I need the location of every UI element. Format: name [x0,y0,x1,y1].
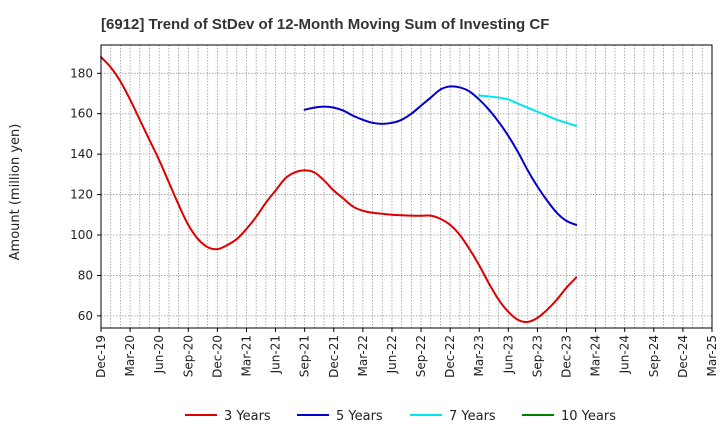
y-tick-label: 100 [70,228,93,242]
x-tick-label: Mar-21 [239,335,253,376]
x-tick-label: Dec-23 [560,335,574,378]
x-tick-label: Jun-20 [152,335,166,374]
x-tick-label: Dec-24 [676,335,690,378]
y-tick-label: 180 [70,66,93,80]
y-tick-label: 60 [78,309,93,323]
x-axis: Dec-19 Mar-20 Jun-20 Sep-20 Dec-20 Mar-21 Jun-… [94,328,719,378]
legend-label-3: 10 Years [561,409,616,424]
x-tick-label: Mar-20 [123,335,137,376]
x-tick-label: Sep-20 [181,335,195,377]
series-line-2 [478,94,578,127]
x-tick-label: Mar-25 [705,335,719,376]
x-tick-label: Dec-19 [94,335,108,378]
x-tick-label: Sep-23 [530,335,544,377]
y-tick-label: 80 [78,268,93,282]
x-tick-label: Dec-20 [210,335,224,378]
x-tick-label: Sep-21 [298,335,312,377]
x-tick-label: Sep-22 [414,335,428,377]
series-line-1 [303,85,578,226]
x-tick-label: Dec-21 [327,335,341,378]
series-line-0 [100,56,578,324]
y-axis-label: Amount (million yen) [8,124,23,261]
y-tick-label: 140 [70,147,93,161]
legend-label-2: 7 Years [449,409,496,424]
x-tick-label: Mar-22 [356,335,370,376]
y-axis: 60 80 100 120 140 160 180 [70,66,101,323]
x-tick-label: Jun-24 [618,335,632,374]
x-tick-label: Sep-24 [647,335,661,377]
x-tick-label: Mar-24 [589,335,603,376]
x-tick-label: Dec-22 [443,335,457,378]
legend: 3 Years 5 Years 7 Years 10 Years [185,409,616,424]
x-tick-label: Jun-21 [269,335,283,374]
x-tick-label: Jun-22 [385,335,399,374]
y-tick-label: 120 [70,188,93,202]
plot-frame [100,44,713,329]
x-tick-label: Mar-23 [472,335,486,376]
series-lines [100,56,578,324]
grid-lines [100,45,713,328]
chart-title: [6912] Trend of StDev of 12-Month Moving… [101,16,549,33]
legend-label-1: 5 Years [336,409,383,424]
y-tick-label: 160 [70,107,93,121]
legend-label-0: 3 Years [224,409,271,424]
x-tick-label: Jun-23 [501,335,515,374]
